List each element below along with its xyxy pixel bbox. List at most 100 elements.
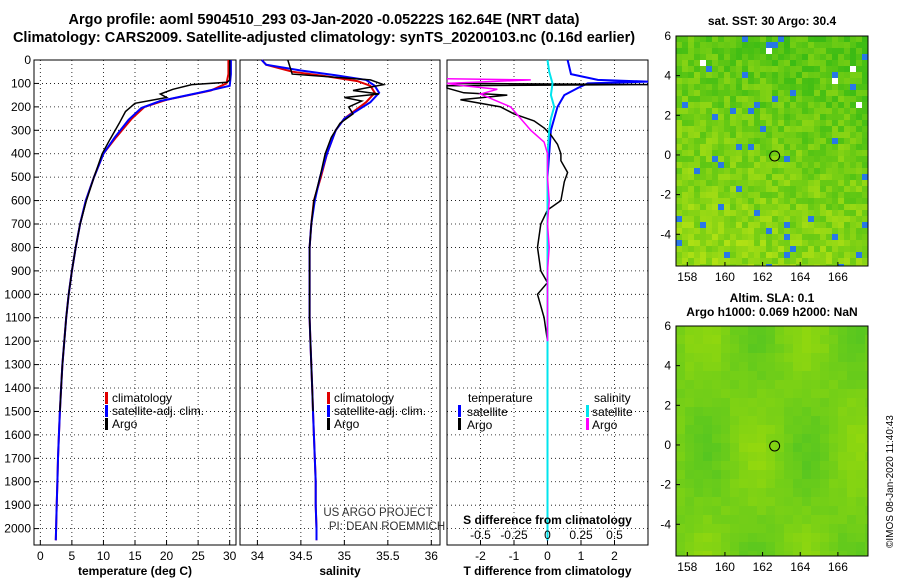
temperature-series-argo [59,60,231,412]
sla_map-xtick-label: 164 [790,560,810,574]
sla_map-field [676,326,869,557]
difference-xtick-label: -2 [475,549,486,563]
depth-tick-label: 800 [11,240,31,254]
sst_map-ytick-label: -4 [660,227,671,241]
sst_map-xtick-label: 158 [677,270,697,284]
credit-project: US ARGO PROJECT [323,507,432,519]
temperature-xtick-label: 20 [160,549,174,563]
depth-tick-label: 100 [11,76,31,90]
sla_map-argo-marker [769,440,781,452]
temperature-legend-label: Argo [112,417,138,431]
diff-legend-t-sat-swatch [458,405,461,417]
title-line-1: Argo profile: aoml 5904510_293 03-Jan-20… [68,12,580,28]
imos-credit: ©IMOS 08-Jan-2020 11:40:43 [885,415,896,548]
depth-tick-label: 300 [11,123,31,137]
salinity-xtick-label: 35.5 [376,549,400,563]
sst_map-ytick-label: 0 [664,148,671,162]
sst_map-xtick-label: 162 [753,270,773,284]
salinity-frame [239,59,441,546]
sst_map-field [676,36,869,267]
depth-tick-label: 1000 [4,287,31,301]
diff-legend-t-sat-label: satellite [467,405,508,419]
depth-tick-label: 1100 [5,311,31,325]
sla_map-xtick-label: 160 [715,560,735,574]
sla_map-ytick-label: 2 [664,398,671,412]
diff-legend-s-argo-swatch [586,418,589,430]
depth-tick-label: 1800 [4,475,31,489]
temperature-legend-swatch [105,392,108,404]
temperature-legend-label: climatology [112,391,172,405]
difference-xtick-label: 1 [578,549,585,563]
sla_map-ytick-label: 4 [664,359,671,373]
sla_map-ytick-label: -2 [660,478,671,492]
depth-tick-label: 1900 [4,498,31,512]
sla_map-ytick-label: 6 [664,319,671,333]
diff-legend-s-argo-label: Argo [592,418,618,432]
diff-legend-s-sat-label: satellite [592,405,633,419]
salinity-xtick-label: 35 [338,549,352,563]
depth-tick-label: 1400 [4,381,31,395]
depth-tick-label: 1300 [4,358,31,372]
diff-top-xtick-label: 0.5 [606,528,623,542]
sst-map-title: sat. SST: 30 Argo: 30.4 [708,14,837,28]
diff-top-xtick-label: -0.5 [470,528,491,542]
depth-tick-label: 1500 [4,404,31,418]
sla_map-frame [675,325,869,557]
salinity-legend-label: Argo [334,417,360,431]
difference-series-s-argo [446,77,550,342]
sst_map-ytick-label: 6 [664,29,671,43]
sla-map-title: Altim. SLA: 0.1 [730,291,815,305]
diff-top-xtick-label: 0 [544,528,551,542]
diff-top-xlabel: S difference from climatology [463,513,632,527]
diff-legend-s-sat-swatch [586,405,589,417]
temperature-legend-swatch [105,418,108,430]
sst_map-xtick-label: 160 [715,270,735,284]
temperature-xtick-label: 30 [223,549,237,563]
credit-pi: PI: DEAN ROEMMICH [329,521,445,533]
difference-xtick-label: 0 [544,549,551,563]
depth-tick-label: 400 [11,147,31,161]
sst_map-xtick-label: 164 [790,270,810,284]
temperature-xtick-label: 25 [191,549,205,563]
salinity-legend-label: climatology [334,391,394,405]
salinity-legend-swatch [327,418,330,430]
depth-tick-label: 600 [11,194,31,208]
sst_map-argo-marker [769,150,781,162]
temperature-xtick-label: 5 [69,549,76,563]
difference-series-s-satellite [546,59,556,541]
difference-series-t-satellite [546,59,649,541]
salinity-xtick-label: 34 [251,549,265,563]
depth-tick-label: 200 [11,100,31,114]
sla_map-ytick-label: -4 [660,517,671,531]
salinity-xlabel: salinity [319,564,361,578]
depth-tick-label: 700 [11,217,31,231]
difference-xtick-label: 2 [611,549,618,563]
diff-legend-t-title: temperature [468,391,533,405]
difference-series-t-argo [446,82,649,342]
sla_map-xtick-label: 158 [677,560,697,574]
sst_map-frame [675,35,869,267]
depth-tick-label: 900 [11,264,31,278]
sla_map-ytick-label: 0 [664,438,671,452]
diff-legend-s-title: salinity [594,391,631,405]
temperature-xtick-label: 15 [128,549,142,563]
depth-tick-label: 1200 [4,334,31,348]
depth-tick-label: 500 [11,170,31,184]
diff-legend-t-argo-swatch [458,418,461,430]
temperature-legend-label: satellite-adj. clim. [112,404,204,418]
temperature-xtick-label: 10 [97,549,111,563]
temperature-xtick-label: 0 [37,549,44,563]
salinity-legend-swatch [327,405,330,417]
sla-map-subtitle: Argo h1000: 0.069 h2000: NaN [686,305,857,319]
salinity-xtick-label: 36 [425,549,439,563]
salinity-legend-swatch [327,392,330,404]
sst_map-ytick-label: 2 [664,108,671,122]
temperature-legend-swatch [105,405,108,417]
depth-tick-label: 1700 [4,451,31,465]
sla_map-xtick-label: 166 [828,560,848,574]
diff-top-xtick-label: -0.25 [500,528,528,542]
diff-top-xtick-label: 0.25 [569,528,593,542]
diff-legend-t-argo-label: Argo [467,418,493,432]
depth-tick-label: 0 [24,53,31,67]
